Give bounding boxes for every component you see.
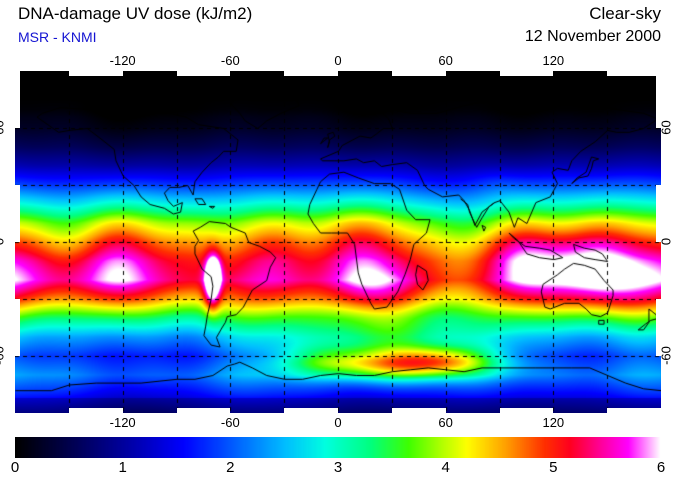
source-attribution: MSR - KNMI: [18, 29, 97, 45]
y-axis-label-right-0: 0: [658, 237, 674, 246]
axis-tick-segment: [284, 408, 338, 413]
chart-header: DNA-damage UV dose (kJ/m2) MSR - KNMI Cl…: [0, 0, 678, 56]
x-axis-label-bottom-0: 0: [334, 415, 342, 430]
axis-tick-segment: [391, 408, 446, 413]
y-axis-label-left--60: -60: [0, 346, 7, 365]
axis-tick-segment: [656, 71, 661, 128]
x-axis-label-top-0: 0: [334, 53, 342, 68]
y-axis-label-left-0: 0: [0, 228, 7, 256]
axis-tick-segment: [656, 299, 661, 356]
colorbar-tick-0: 0: [10, 459, 20, 476]
x-axis-label-top--60: -60: [220, 53, 240, 68]
x-axis-label-top-120: 120: [542, 53, 565, 68]
axis-tick-segment: [607, 408, 661, 413]
y-axis-label-left-60: 60: [0, 120, 7, 135]
sky-condition-label: Clear-sky: [589, 4, 661, 23]
x-axis-label-top-60: 60: [438, 53, 453, 68]
axis-tick-segment: [284, 71, 338, 76]
x-axis-label-bottom-120: 120: [542, 415, 565, 430]
axis-tick-segment: [15, 299, 20, 356]
date-label: 12 November 2000: [524, 28, 661, 45]
colorbar-tick-1: 1: [118, 459, 127, 476]
colorbar-tick-6: 6: [656, 459, 666, 476]
uv-dose-heatmap-canvas: [15, 71, 661, 413]
colorbar-tick-3: 3: [333, 459, 343, 476]
axis-tick-segment: [176, 408, 231, 413]
colorbar-tick-5: 5: [549, 459, 558, 476]
axis-tick-segment: [15, 71, 20, 128]
axis-tick-segment: [499, 408, 554, 413]
axis-tick-segment: [15, 185, 20, 242]
axis-tick-segment: [176, 71, 231, 76]
x-axis-label-bottom--60: -60: [220, 415, 240, 430]
uv-dose-map: [15, 71, 661, 413]
x-axis-label-bottom--120: -120: [109, 415, 136, 430]
axis-tick-segment: [391, 71, 446, 76]
axis-tick-segment: [499, 71, 554, 76]
axis-tick-segment: [68, 71, 123, 76]
axis-tick-segment: [607, 71, 661, 76]
x-axis-label-bottom-60: 60: [438, 415, 453, 430]
colorbar-tick-2: 2: [226, 459, 235, 476]
axis-tick-segment: [656, 185, 661, 242]
x-axis-label-top--120: -120: [109, 53, 136, 68]
page-title: DNA-damage UV dose (kJ/m2): [18, 4, 253, 23]
colorbar-gradient: [15, 437, 661, 458]
colorbar-tick-4: 4: [441, 459, 450, 476]
colorbar: [15, 437, 661, 458]
y-axis-label-right-60: 60: [658, 120, 674, 135]
y-axis-label-right--60: -60: [658, 346, 674, 365]
axis-tick-segment: [68, 408, 123, 413]
